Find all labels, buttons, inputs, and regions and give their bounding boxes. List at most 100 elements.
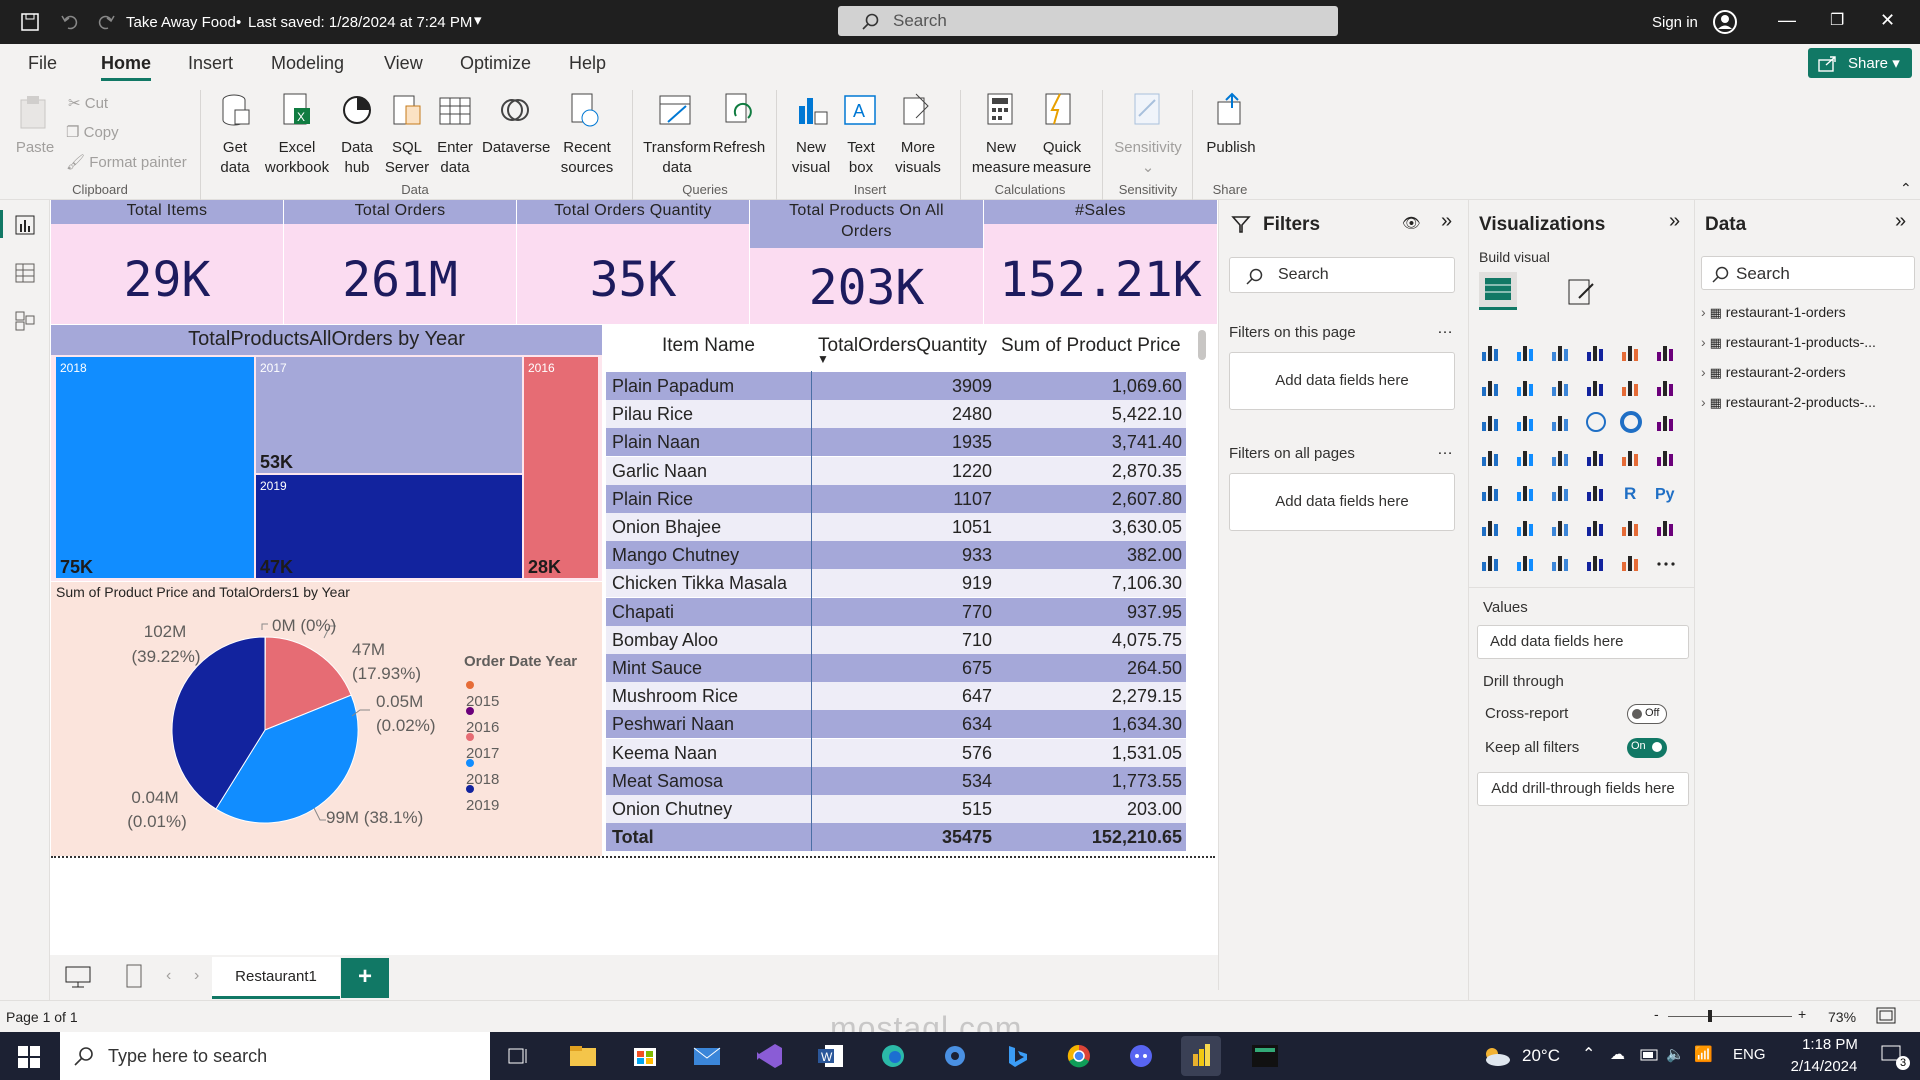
table-row[interactable]: Mushroom Rice 647 2,279.15 (606, 682, 1186, 711)
clustered-column-icon[interactable] (1584, 340, 1608, 364)
kpi-total-orders[interactable]: Total Orders 261M (284, 200, 516, 324)
zoom-out-icon[interactable]: - (1654, 1006, 1659, 1022)
table-row[interactable]: Mango Chutney 933 382.00 (606, 541, 1186, 570)
zoom-in-icon[interactable]: + (1798, 1006, 1807, 1022)
scatter-icon[interactable] (1549, 410, 1573, 434)
table-row[interactable]: Mint Sauce 675 264.50 (606, 654, 1186, 682)
save-icon[interactable] (20, 12, 40, 32)
ribbon-icon[interactable] (1654, 375, 1678, 399)
kpi-total-products[interactable]: Total Products On All Orders 203K (750, 200, 983, 324)
treemap-cell-2019[interactable]: 2019 47K (256, 475, 522, 578)
minimize-button[interactable]: — (1778, 10, 1796, 30)
chevron-right-icon[interactable]: › (1701, 334, 1706, 350)
undo-icon[interactable] (60, 12, 80, 32)
stacked-column-icon[interactable] (1514, 340, 1538, 364)
col-header-item[interactable]: Item Name (662, 335, 755, 356)
sql-server-button[interactable]: SQL Server (384, 139, 430, 176)
pie-icon[interactable] (1584, 410, 1608, 434)
narrative-icon[interactable] (1584, 515, 1608, 539)
pie-slice-2019[interactable] (171, 636, 266, 810)
col-header-price[interactable]: Sum of Product Price (1001, 335, 1181, 356)
add-page-button[interactable]: + (341, 958, 389, 998)
menu-help[interactable]: Help (569, 53, 607, 73)
sensitivity-button[interactable]: Sensitivity ⌄ (1114, 139, 1182, 176)
table-row[interactable]: Chapati 770 937.95 (606, 597, 1186, 626)
collapse-ribbon-icon[interactable]: ⌃ (1900, 180, 1912, 196)
collapse-viz-icon[interactable]: » (1669, 210, 1681, 232)
word-icon[interactable]: W (813, 1040, 849, 1072)
paste-button[interactable]: Paste (15, 139, 55, 156)
python-visual-icon[interactable]: Py (1654, 480, 1678, 504)
menu-optimize[interactable]: Optimize (460, 53, 532, 73)
chevron-icon[interactable] (1619, 550, 1643, 574)
terminal-icon[interactable] (1247, 1040, 1283, 1072)
funnel-icon[interactable] (1514, 410, 1538, 434)
data-table-item[interactable]: › ▦ restaurant-2-products-... (1701, 394, 1876, 410)
menu-view[interactable]: View (384, 53, 423, 73)
clustered-bar-icon[interactable] (1549, 340, 1573, 364)
table-row[interactable]: Peshwari Naan 634 1,634.30 (606, 710, 1186, 739)
transform-data-button[interactable]: Transform data (643, 139, 711, 176)
area-icon[interactable] (1514, 375, 1538, 399)
menu-modeling[interactable]: Modeling (271, 53, 345, 73)
redo-icon[interactable] (96, 12, 116, 32)
multi-row-card-icon[interactable] (1654, 445, 1678, 469)
stacked-bar-icon[interactable] (1479, 340, 1503, 364)
legend-item[interactable]: 2017 (466, 728, 499, 762)
power-automate-icon[interactable] (1514, 550, 1538, 574)
volume-icon[interactable]: 🔈 (1666, 1046, 1685, 1063)
slicer-icon[interactable] (1514, 480, 1538, 504)
wifi-icon[interactable]: 📶 (1694, 1046, 1713, 1063)
quick-measure-button[interactable]: Quick measure (1032, 139, 1092, 176)
recent-sources-button[interactable]: Recent sources (560, 139, 614, 176)
chevron-right-icon[interactable]: › (1701, 364, 1706, 380)
matrix-icon[interactable] (1584, 480, 1608, 504)
get-data-button[interactable]: Get data (220, 139, 250, 176)
chevron-right-icon[interactable]: › (1701, 394, 1706, 410)
notification-icon[interactable] (1880, 1044, 1906, 1068)
table-row[interactable]: Plain Papadum 3909 1,069.60 (606, 372, 1186, 400)
power-apps-icon[interactable] (1479, 550, 1503, 574)
decomp-tree-icon[interactable] (1514, 515, 1538, 539)
chevron-down-icon[interactable]: ▾ (474, 12, 482, 29)
visual-studio-icon[interactable] (751, 1040, 787, 1072)
sign-in-link[interactable]: Sign in (1652, 14, 1698, 31)
treemap-cell-2018[interactable]: 2018 75K (56, 357, 254, 578)
text-box-button[interactable]: Text box (847, 139, 875, 176)
filters-search[interactable]: Search (1229, 257, 1455, 293)
publish-button[interactable]: Publish (1206, 139, 1256, 156)
taskbar-search[interactable]: Type here to search (60, 1032, 490, 1080)
kpi-total-orders-quantity[interactable]: Total Orders Quantity 35K (517, 200, 749, 324)
format-painter-button[interactable]: 🖌 Format painter (66, 154, 187, 171)
gauge-icon[interactable] (1584, 445, 1608, 469)
refresh-button[interactable]: Refresh (712, 139, 766, 156)
clock-date[interactable]: 2/14/2024 (1790, 1058, 1858, 1075)
model-view-icon[interactable] (14, 310, 36, 332)
map-icon[interactable] (1479, 445, 1503, 469)
legend-item[interactable]: 2015 (466, 676, 499, 710)
legend-item[interactable]: 2019 (466, 780, 499, 814)
legend-item[interactable]: 2016 (466, 702, 499, 736)
pie-slice-2018[interactable] (215, 694, 359, 824)
table-scrollbar[interactable] (1198, 330, 1206, 360)
discord-icon[interactable] (1123, 1040, 1159, 1072)
filters-all-drop[interactable]: Add data fields here (1229, 473, 1455, 531)
legend-item[interactable]: 2018 (466, 754, 499, 788)
task-view-icon[interactable] (500, 1040, 536, 1072)
keep-filters-toggle[interactable]: On (1627, 738, 1667, 758)
table-row[interactable]: Plain Rice 1107 2,607.80 (606, 484, 1186, 513)
pie-chart[interactable] (160, 625, 370, 835)
treemap-icon[interactable] (1654, 410, 1678, 434)
weather-icon[interactable] (1480, 1044, 1512, 1068)
excel-workbook-button[interactable]: Excel workbook (264, 139, 330, 176)
line-column-icon[interactable] (1584, 375, 1608, 399)
table-row[interactable]: Onion Bhajee 1051 3,630.05 (606, 513, 1186, 541)
prev-page-icon[interactable]: ‹ (166, 967, 172, 984)
build-visual-tab[interactable] (1479, 272, 1517, 310)
share-button[interactable]: Share ▾ (1808, 48, 1912, 78)
battery-icon[interactable] (1640, 1048, 1660, 1062)
more-options-icon[interactable]: … (1437, 320, 1453, 337)
kpi-total-items[interactable]: Total Items 29K (51, 200, 283, 324)
qna-icon[interactable] (1549, 515, 1573, 539)
filled-map-icon[interactable] (1514, 445, 1538, 469)
